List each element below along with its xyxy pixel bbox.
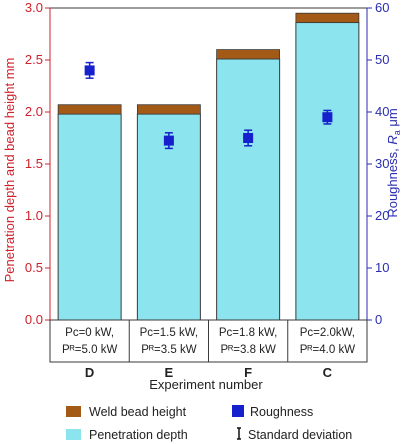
condition-label-line1: Pᴄ=2.0kW, xyxy=(300,327,355,339)
plot-area: 0.0 0.5 1.0 1.5 2.0 2.5 3.0 0 10 20 30 40 50 60 Pᴄ=0 k… xyxy=(25,0,390,380)
y-axis-right-label-var: R xyxy=(385,135,400,144)
y-axis-right-label-sub: a xyxy=(392,130,402,135)
legend: Weld bead height Roughness Penetration d… xyxy=(66,405,352,442)
legend-label-standard-deviation: Standard deviation xyxy=(248,428,352,442)
condition-label-line1: Pᴄ=1.5 kW, xyxy=(140,327,198,339)
x-axis-label: Experiment number xyxy=(149,377,263,392)
x-category-label: D xyxy=(85,365,94,380)
roughness-point xyxy=(243,133,254,143)
condition-label-line1: Pᴄ=1.8 kW, xyxy=(219,327,277,339)
bar-penetration-depth xyxy=(57,113,122,321)
legend-label-roughness: Roughness xyxy=(250,405,313,419)
bar-weld-bead-height xyxy=(295,12,360,23)
y-left-tick-label: 1.5 xyxy=(25,156,43,171)
roughness-point xyxy=(84,65,95,76)
y-right-tick-label: 10 xyxy=(375,260,389,275)
legend-errorbar-icon xyxy=(237,427,241,440)
condition-label-line2: Pᴿ=5.0 kW xyxy=(62,344,118,356)
y-axis-right-label-unit: μm xyxy=(385,108,400,130)
x-category-label: F xyxy=(244,365,252,380)
y-axis-right-label: Roughness, Ra μm xyxy=(385,108,402,217)
condition-label-line2: Pᴿ=4.0 kW xyxy=(300,344,356,356)
y-left-tick-label: 0.0 xyxy=(25,312,43,327)
condition-label-line2: Pᴿ=3.5 kW xyxy=(141,344,197,356)
roughness-point xyxy=(322,112,333,123)
y-left-tick-label: 0.5 xyxy=(25,260,43,275)
x-category-label: C xyxy=(323,365,333,380)
legend-label-penetration-depth: Penetration depth xyxy=(89,428,188,442)
y-right-tick-label: 30 xyxy=(375,156,389,171)
y-right-tick-label: 20 xyxy=(375,208,389,223)
bar-weld-bead-height xyxy=(57,104,122,115)
y-right-tick-label: 60 xyxy=(375,0,389,15)
condition-label-line1: Pᴄ=0 kW, xyxy=(65,327,114,339)
legend-swatch-roughness xyxy=(232,405,244,417)
legend-swatch-penetration-depth xyxy=(66,429,81,440)
bar-weld-bead-height xyxy=(216,49,281,60)
roughness-point xyxy=(163,135,174,146)
bar-weld-bead-height xyxy=(136,104,201,115)
y-axis-right-label-prefix: Roughness, xyxy=(385,145,400,218)
y-left-tick-label: 3.0 xyxy=(25,0,43,15)
bar-penetration-depth xyxy=(295,22,360,321)
y-left-tick-label: 1.0 xyxy=(25,208,43,223)
condition-label-line2: Pᴿ=3.8 kW xyxy=(220,344,276,356)
y-left-tick-label: 2.5 xyxy=(25,52,43,67)
y-right-tick-label: 50 xyxy=(375,52,389,67)
x-category-label: E xyxy=(165,365,174,380)
y-axis-left-label: Penetration depth and bead height mm xyxy=(2,58,17,283)
y-right-tick-label: 40 xyxy=(375,104,389,119)
y-right-tick-label: 0 xyxy=(375,312,382,327)
y-left-tick-label: 2.0 xyxy=(25,104,43,119)
legend-label-weld-bead-height: Weld bead height xyxy=(89,405,187,419)
bar-penetration-depth xyxy=(216,58,281,321)
legend-swatch-weld-bead-height xyxy=(66,406,81,417)
